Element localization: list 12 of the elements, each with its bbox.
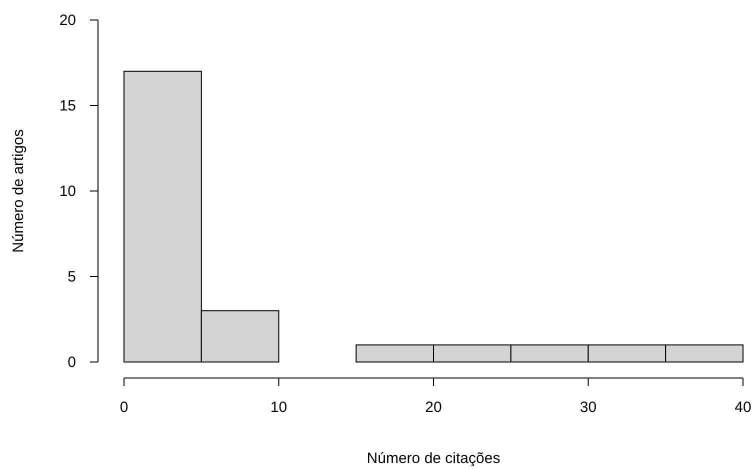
x-tick-label: 0 xyxy=(120,399,128,416)
y-tick-label: 20 xyxy=(59,12,76,29)
y-tick-label: 5 xyxy=(68,268,76,286)
x-axis-title: Número de citações xyxy=(366,450,500,467)
x-tick-label: 30 xyxy=(580,399,597,416)
x-tick-label: 40 xyxy=(734,399,752,416)
x-tick-label: 10 xyxy=(270,399,288,416)
y-tick-label: 0 xyxy=(68,354,76,371)
x-tick-label: 20 xyxy=(425,399,442,416)
y-tick-label: 10 xyxy=(59,183,76,200)
y-axis-title: Número de artigos xyxy=(10,129,27,253)
y-tick-label: 15 xyxy=(59,98,76,114)
